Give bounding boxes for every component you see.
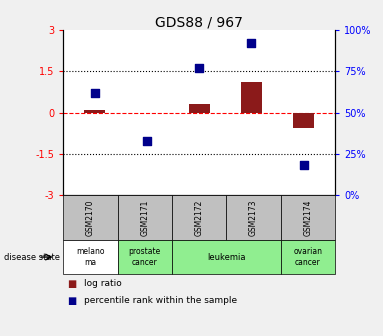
Bar (84, 110, 105, 113)
Text: ■: ■ (67, 296, 76, 306)
Text: log ratio: log ratio (84, 280, 122, 288)
Point (301, 163, 307, 168)
Text: percentile rank within the sample: percentile rank within the sample (84, 296, 237, 305)
Bar (293, 113, 314, 128)
Text: prostate
cancer: prostate cancer (129, 247, 161, 267)
Text: GSM2170: GSM2170 (86, 199, 95, 236)
Text: GSM2174: GSM2174 (303, 199, 313, 236)
Text: ovarian
cancer: ovarian cancer (293, 247, 322, 267)
Text: GSM2172: GSM2172 (195, 199, 204, 236)
Point (144, 138, 150, 143)
Title: GDS88 / 967: GDS88 / 967 (155, 15, 243, 29)
Text: ■: ■ (67, 279, 76, 289)
Point (249, 41, 255, 46)
Point (196, 66, 202, 71)
Text: melano
ma: melano ma (76, 247, 105, 267)
Text: GSM2173: GSM2173 (249, 199, 258, 236)
Text: leukemia: leukemia (207, 253, 246, 261)
Text: GSM2171: GSM2171 (140, 199, 149, 236)
Bar (189, 104, 210, 113)
Point (92, 90, 98, 95)
Text: disease state: disease state (4, 253, 60, 261)
Bar (241, 82, 262, 113)
